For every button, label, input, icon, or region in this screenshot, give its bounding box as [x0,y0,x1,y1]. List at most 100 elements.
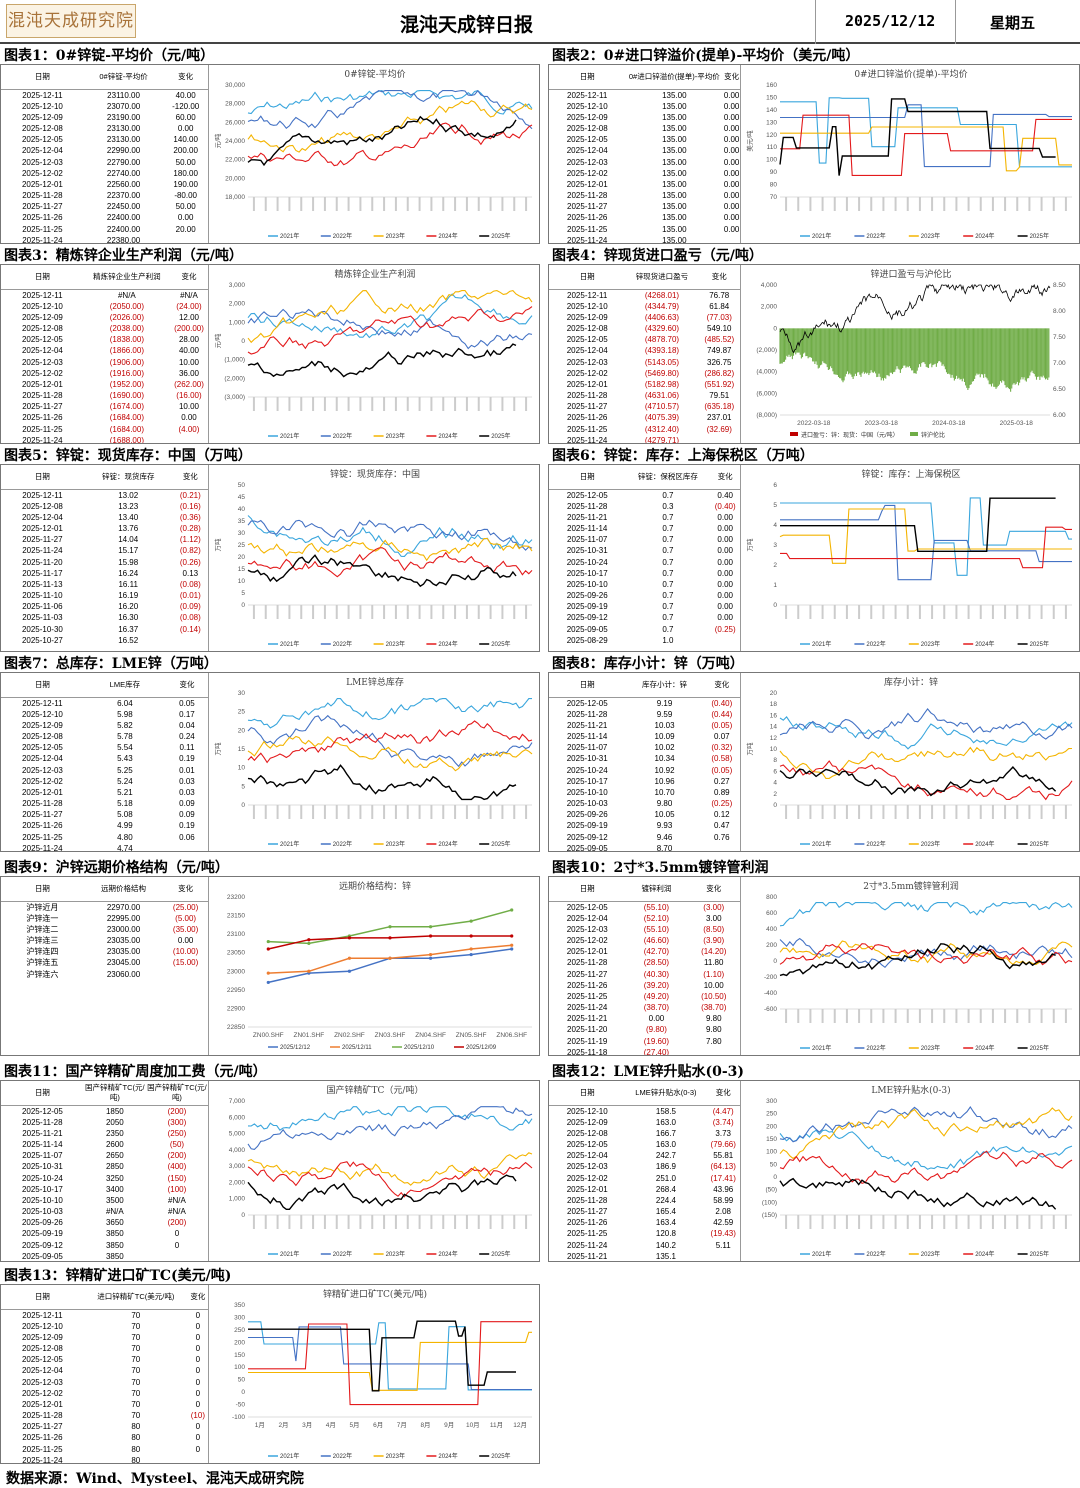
y-tick-label: (50) [765,1187,777,1194]
table-row: 2025-12-01 22560.00 190.00 [1,179,208,190]
table-row: 2025-09-26 0.7 0.00 [549,590,740,601]
table-cell: 2025-12-01 [21,179,63,189]
table-cell: 2025-09-19 [566,602,608,612]
table-cell: (0.08) [179,579,201,589]
table-row: 2025-12-03 5.25 0.01 [1,764,208,775]
table-row: 2025-12-01 (1952.00) (262.00) [1,379,208,390]
series-line [247,720,533,764]
x-tick-label: 2月 [278,1421,288,1429]
x-tick-label: 5月 [349,1421,359,1429]
y-tick-label: 100 [766,1149,777,1156]
line-chart: LME锌升贴水(0-3) 300 250 200 150 100 50 0 (50) (100) (… [742,1081,1080,1261]
table-cell: 0.00 [717,523,733,533]
table-cell: 3500 [105,1195,124,1205]
table-cell: 23130.00 [106,135,141,145]
y-tick-label: 150 [234,1352,245,1359]
table-cell: 23190.00 [106,112,141,122]
x-tick-label: 1月 [255,1421,265,1429]
table-row: 2025-12-09 23190.00 60.00 [1,112,208,123]
x-tick-label: 4月 [326,1421,336,1429]
chart-panel-p8: 日期 库存小计：锌 变化 2025-12-05 9.19 (0.40) 2025-11-28… [548,672,1080,852]
table-row: 2025-11-24 80 [1,1455,208,1463]
table-cell: 2025-12-11 [567,290,608,300]
table-row: 2025-12-05 (1838.00) 28.00 [1,334,208,345]
legend-swatch [910,432,918,436]
table-cell: (1838.00) [109,335,144,345]
y-tick-label: 23050 [227,950,245,957]
series-line [247,764,517,801]
x-tick-label: ZN00.SHF [253,1032,284,1039]
table-row: 2025-11-24 22380.00 [1,235,208,243]
table-cell: 2025-09-26 [21,1218,63,1228]
y2-tick-label: 7.00 [1053,360,1066,367]
panel-title: 图表9：沪锌远期价格结构（元/吨） [4,860,229,876]
series-line [779,1107,1073,1160]
table-cell: 1.0 [662,635,674,645]
table-row: 2025-11-25 (1684.00) (4.00) [1,424,208,435]
table-cell: (0.40) [714,501,736,511]
table-row: 2025-12-11 135.00 0.00 [549,89,740,101]
table-cell: 0.7 [662,557,674,567]
table-cell: 16.52 [118,635,139,645]
table-row: 沪锌近月 22970.00 (25.00) [1,901,208,913]
ratio-line [779,283,1051,354]
legend-swatch [790,432,798,436]
column-header: 锌锭：保税区库存 [625,465,711,490]
table-cell: 163.0 [655,1139,676,1149]
table-cell: 2025-12-04 [566,913,608,923]
table-row: 2025-10-10 0.7 0.00 [549,579,740,590]
table-row: 2025-12-10 70 0 [1,1321,208,1332]
table-cell: #N/A [180,290,198,300]
data-table: 日期 进口锌精矿TC(美元/吨) 变化 2025-12-11 70 0 2025-12-10… [1,1285,209,1463]
table-cell: 沪锌连三 [26,935,59,945]
y-tick-label: 22850 [227,1024,245,1031]
table-cell: (0.21) [179,490,201,500]
data-point [428,934,433,938]
table-cell: 2025-11-26 [567,213,608,223]
table-cell: 0.00 [723,112,740,122]
table-cell: 2025-12-08 [566,323,608,333]
table-cell: 2025-11-14 [567,731,608,741]
table-row: 2025-11-27 80 0 [1,1421,208,1432]
table-cell: 0.03 [179,776,195,786]
table-row: 2025-12-04 (1866.00) 40.00 [1,345,208,356]
table-row: 2025-11-26 80 0 [1,1432,208,1443]
column-header: 变化 [710,465,740,490]
table-cell: (35.00) [172,924,199,934]
table-cell: (1.12) [179,535,201,545]
table-cell: 2025-11-07 [567,743,608,753]
column-header: 变化 [687,877,740,902]
x-tick-label: ZN01.SHF [294,1032,325,1039]
table-cell: 2025-12-03 [21,157,63,167]
table-cell: 2025-11-21 [567,512,608,522]
table-cell: (2038.00) [109,323,144,333]
table-cell: 190.00 [173,179,198,189]
line-chart: 0#锌锭-平均价 30,000 28,000 26,000 24,000 22,000 20… [210,65,540,243]
table-cell: (42.70) [643,947,670,957]
table-cell: 0.03 [179,787,195,797]
table-row: 2025-12-04 135.00 0.00 [549,145,740,156]
table-row: 2025-12-10 5.98 0.17 [1,709,208,720]
panel-title: 图表6：锌锭：库存：上海保税区（万吨） [552,448,814,464]
table-cell: (1906.00) [109,357,144,367]
table-cell: 4.80 [117,832,133,842]
data-table: 日期 库存小计：锌 变化 2025-12-05 9.19 (0.40) 2025-11-28… [549,673,741,851]
line-chart: 锌进口盈亏与沪伦比 4,000 2,000 0 (2,000) (4,000) (6,000… [742,265,1080,443]
table-row: 2025-12-03 70 0 [1,1376,208,1387]
table-cell: 0.00 [723,90,740,100]
panel-title: 图表10：2寸*3.5mm镀锌管利润 [552,860,769,876]
table-cell: 2025-11-28 [22,1411,63,1421]
table-cell: 16.19 [118,591,139,601]
table-cell: 2025-12-01 [566,179,608,189]
legend-label: 2024年 [438,1250,457,1258]
column-header: 0#锌锭-平均价 [83,65,164,90]
table-cell: 沪锌近月 [26,902,59,912]
data-point [510,943,514,947]
table-cell: 22970.00 [106,902,141,912]
y-tick-label: 18,000 [225,194,245,201]
table-cell: 0.7 [662,591,674,601]
y-tick-label: 16 [770,712,778,719]
table-cell: 9.59 [656,709,673,719]
table-cell: 0.00 [723,191,740,201]
table-row: 2025-11-24 (4279.71) [549,435,740,443]
